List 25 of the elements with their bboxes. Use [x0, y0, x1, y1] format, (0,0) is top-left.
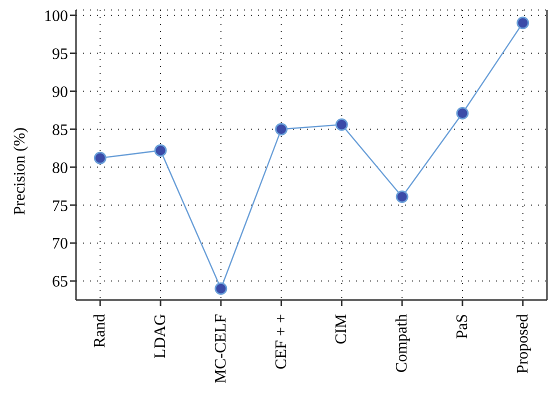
x-tick-label: LDAG: [152, 314, 170, 358]
point: [516, 16, 530, 30]
y-tick-label: 75: [52, 198, 68, 215]
y-tick-label: 85: [52, 122, 68, 139]
y-tick-label: 90: [52, 84, 68, 101]
x-tick-label: PaS: [454, 314, 471, 339]
x-tick-label: Compath: [394, 314, 411, 373]
y-tick-label: 65: [52, 274, 68, 291]
y-tick-label: 70: [52, 236, 68, 253]
point: [456, 106, 469, 120]
x-tick-label: Rand: [92, 314, 109, 348]
point: [275, 122, 288, 136]
point: [154, 144, 167, 157]
y-tick-label: 95: [52, 46, 68, 63]
y-axis-title: Precision (%): [12, 127, 29, 215]
point: [214, 282, 228, 295]
x-tick-label: Proposed: [514, 314, 532, 374]
x-tick-label: CIM: [333, 314, 350, 344]
point: [396, 190, 408, 204]
y-tick-label: 100: [44, 8, 68, 25]
x-tick-label: CEF + +: [272, 314, 290, 370]
x-tick-label: MC-CELF: [212, 314, 230, 384]
point: [335, 118, 348, 131]
point: [94, 152, 106, 164]
y-tick-label: 80: [52, 160, 68, 177]
